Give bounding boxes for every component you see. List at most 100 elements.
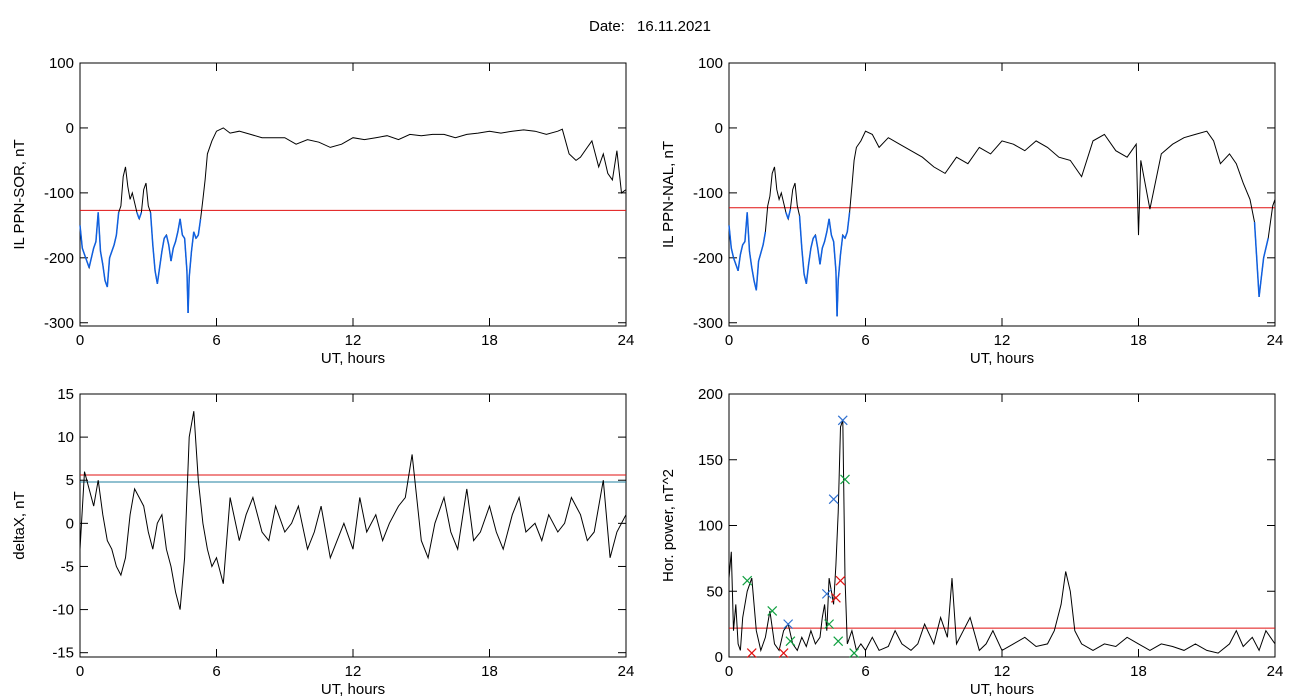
highlight-segment (837, 254, 842, 281)
y-tick-label: -200 (693, 250, 723, 267)
highlight-segment (190, 231, 195, 252)
x-marker-stroke (837, 415, 848, 426)
y-tick-label: 0 (66, 515, 74, 532)
data-line (728, 420, 1276, 654)
highlight-segment (187, 277, 190, 314)
highlight-segment (79, 225, 84, 249)
x-tick-label: 0 (725, 332, 733, 349)
highlight-segment (99, 251, 104, 265)
highlight-segment (844, 231, 849, 239)
x-tick-label: 0 (76, 663, 84, 680)
x-marker (835, 575, 846, 586)
highlight-segment (737, 254, 742, 271)
y-tick-label: 10 (57, 429, 74, 446)
panel-deltax: 0 6 12 18 24 -15 -10 -5 0 5 10 15 UT, hours deltaX, n… (11, 386, 635, 698)
data-line (79, 411, 627, 610)
data-line (79, 127, 627, 314)
highlight-segment (113, 234, 118, 245)
x-marker (742, 575, 753, 586)
y-tick-label: 0 (66, 120, 74, 137)
x-marker (746, 648, 757, 658)
highlight-segment (183, 238, 188, 271)
x-axis-label: UT, hours (970, 350, 1034, 367)
x-marker-stroke (742, 575, 753, 586)
x-marker (767, 606, 778, 616)
x-tick-label: 6 (212, 663, 220, 680)
highlight-segment (839, 234, 844, 255)
highlight-segment (97, 212, 102, 252)
x-tick-label: 6 (861, 663, 869, 680)
highlight-segment (167, 244, 172, 262)
x-marker (828, 494, 839, 505)
highlight-segment (152, 244, 156, 271)
highlight-segment (108, 244, 115, 259)
highlight-segment (830, 234, 835, 242)
highlight-segment (821, 241, 826, 249)
y-tick-label: -15 (52, 645, 74, 662)
highlight-segment (762, 231, 767, 245)
highlight-segment (739, 244, 744, 255)
highlight-segment (172, 241, 177, 249)
highlight-segment (814, 234, 819, 249)
panel-ppn-nal: 0 6 12 18 24 -300 -200 -100 0 100 UT, hours IL PPN-… (660, 55, 1284, 367)
highlight-segment (149, 212, 154, 245)
plot-frame (79, 393, 627, 658)
highlight-segment (810, 238, 814, 249)
highlight-segment (836, 280, 839, 317)
y-axis-label: deltaX, nT (11, 491, 28, 559)
x-tick-label: 6 (212, 332, 220, 349)
highlight-segment (156, 267, 161, 284)
highlight-segment (138, 212, 143, 220)
highlight-segment (732, 257, 737, 265)
x-tick-label: 6 (861, 332, 869, 349)
highlight-segment (801, 248, 805, 275)
x-marker-stroke (840, 474, 850, 485)
y-tick-label: 100 (698, 55, 723, 72)
highlight-segment (158, 251, 163, 268)
highlight-segment (188, 251, 193, 278)
highlight-segment (161, 238, 165, 252)
highlight-segment (88, 257, 93, 268)
x-marker (833, 636, 844, 647)
date-label: Date: (589, 18, 625, 35)
data-line (728, 130, 1276, 317)
y-tick-label: -200 (44, 250, 74, 267)
highlight-segment (846, 212, 851, 232)
panel-hor-power: 0 6 12 18 24 0 50 100 150 200 UT, hours Hor. power,… (660, 386, 1283, 698)
x-marker (821, 588, 832, 599)
x-marker-stroke (833, 636, 844, 647)
x-marker-stroke (783, 619, 794, 630)
plot-frame (728, 393, 1276, 658)
highlight-segment (1262, 238, 1269, 258)
x-axis-label: UT, hours (321, 350, 385, 367)
x-tick-label: 24 (618, 663, 635, 680)
highlight-segment (823, 231, 828, 242)
chart-title: Date: 16.11.2021 (0, 18, 1300, 35)
x-tick-label: 24 (1267, 332, 1284, 349)
x-tick-label: 12 (345, 332, 362, 349)
highlight-segment (748, 251, 753, 268)
highlight-segment (81, 247, 86, 255)
highlight-segment (193, 231, 197, 239)
y-tick-label: -300 (693, 315, 723, 332)
y-axis-label: Hor. power, nT^2 (660, 469, 677, 582)
x-marker-stroke (831, 592, 841, 603)
highlight-segment (197, 218, 202, 236)
highlight-segment (1253, 222, 1260, 297)
highlight-segment (746, 212, 751, 252)
y-tick-label: 100 (49, 55, 74, 72)
highlight-segment (805, 264, 810, 284)
highlight-segment (174, 231, 179, 242)
highlight-segment (106, 257, 111, 288)
x-tick-label: 18 (1130, 332, 1147, 349)
x-tick-label: 24 (618, 332, 635, 349)
x-tick-label: 18 (1130, 663, 1147, 680)
highlight-segment (165, 234, 170, 245)
x-marker-stroke (778, 648, 789, 658)
highlight-segment (742, 241, 746, 246)
x-marker (849, 648, 860, 658)
highlight-segment (816, 247, 821, 265)
y-tick-label: 100 (698, 518, 723, 535)
y-tick-label: -300 (44, 315, 74, 332)
date-value: 16.11.2021 (637, 18, 711, 35)
